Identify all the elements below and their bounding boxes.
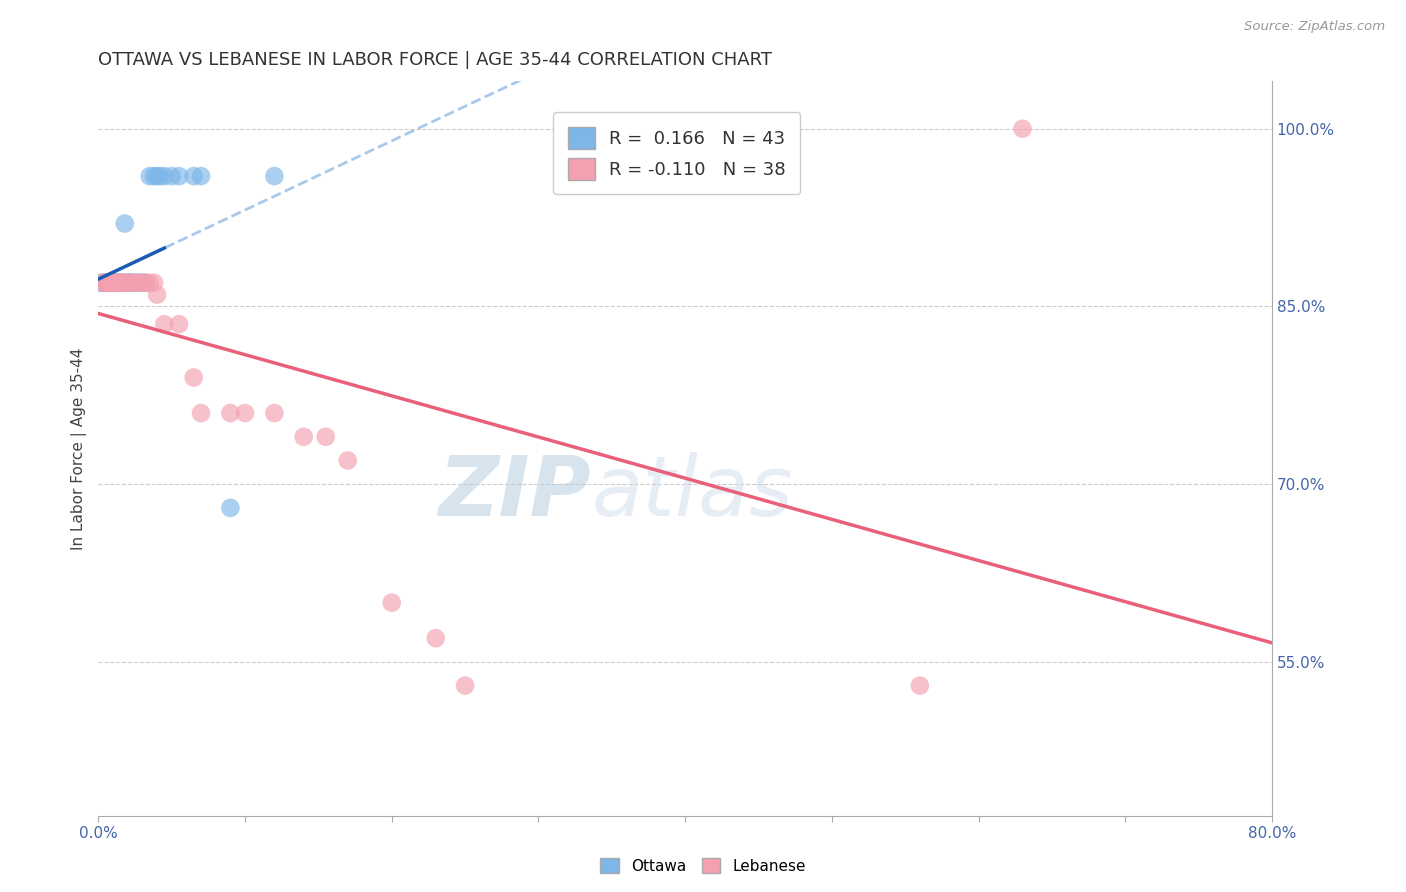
Point — [128, 276, 150, 290]
Point — [112, 276, 135, 290]
Legend: Ottawa, Lebanese: Ottawa, Lebanese — [595, 852, 811, 880]
Point — [90, 276, 112, 290]
Point — [190, 406, 212, 420]
Point — [153, 169, 176, 183]
Point — [292, 430, 315, 444]
Point — [160, 169, 183, 183]
Point — [114, 217, 136, 231]
Point — [96, 276, 118, 290]
Point — [97, 276, 120, 290]
Point — [100, 276, 122, 290]
Point — [96, 276, 118, 290]
Point — [153, 317, 176, 331]
Point — [94, 276, 117, 290]
Point — [146, 287, 169, 301]
Point — [94, 276, 117, 290]
Point — [96, 276, 118, 290]
Point — [143, 169, 166, 183]
Point — [98, 276, 121, 290]
Point — [91, 276, 114, 290]
Point — [124, 276, 146, 290]
Point — [97, 276, 120, 290]
Point — [134, 276, 156, 290]
Point — [117, 276, 139, 290]
Point — [101, 276, 124, 290]
Point — [425, 631, 447, 645]
Point — [114, 276, 136, 290]
Point — [131, 276, 153, 290]
Point — [138, 169, 160, 183]
Point — [454, 679, 477, 693]
Point — [146, 169, 169, 183]
Point — [336, 453, 359, 467]
Point — [219, 406, 242, 420]
Point — [127, 276, 149, 290]
Y-axis label: In Labor Force | Age 35-44: In Labor Force | Age 35-44 — [72, 348, 87, 549]
Text: ZIP: ZIP — [439, 452, 592, 533]
Text: Source: ZipAtlas.com: Source: ZipAtlas.com — [1244, 20, 1385, 33]
Point — [131, 276, 153, 290]
Point — [263, 169, 285, 183]
Point — [98, 276, 121, 290]
Point — [190, 169, 212, 183]
Point — [108, 276, 131, 290]
Point — [100, 276, 122, 290]
Point — [110, 276, 132, 290]
Point — [167, 169, 190, 183]
Point — [111, 276, 134, 290]
Point — [98, 276, 121, 290]
Point — [101, 276, 124, 290]
Point — [167, 317, 190, 331]
Point — [120, 276, 142, 290]
Point — [107, 276, 129, 290]
Point — [219, 500, 242, 515]
Text: atlas: atlas — [592, 452, 793, 533]
Point — [315, 430, 337, 444]
Point — [111, 276, 134, 290]
Point — [103, 276, 125, 290]
Point — [120, 276, 142, 290]
Point — [110, 276, 132, 290]
Point — [104, 276, 127, 290]
Point — [118, 276, 141, 290]
Point — [97, 276, 120, 290]
Text: OTTAWA VS LEBANESE IN LABOR FORCE | AGE 35-44 CORRELATION CHART: OTTAWA VS LEBANESE IN LABOR FORCE | AGE … — [98, 51, 772, 69]
Point — [143, 276, 166, 290]
Point — [263, 406, 285, 420]
Legend: R =  0.166   N = 43, R = -0.110   N = 38: R = 0.166 N = 43, R = -0.110 N = 38 — [554, 112, 800, 194]
Point — [149, 169, 172, 183]
Point — [103, 276, 125, 290]
Point — [101, 276, 124, 290]
Point — [121, 276, 143, 290]
Point — [91, 276, 114, 290]
Point — [97, 276, 120, 290]
Point — [124, 276, 146, 290]
Point — [183, 169, 205, 183]
Point — [134, 276, 156, 290]
Point — [101, 276, 124, 290]
Point — [104, 276, 127, 290]
Point — [1011, 121, 1033, 136]
Point — [183, 370, 205, 384]
Point — [93, 276, 115, 290]
Point — [233, 406, 256, 420]
Point — [117, 276, 139, 290]
Point — [908, 679, 931, 693]
Point — [381, 596, 404, 610]
Point — [138, 276, 160, 290]
Point — [100, 276, 122, 290]
Point — [107, 276, 129, 290]
Point — [101, 276, 124, 290]
